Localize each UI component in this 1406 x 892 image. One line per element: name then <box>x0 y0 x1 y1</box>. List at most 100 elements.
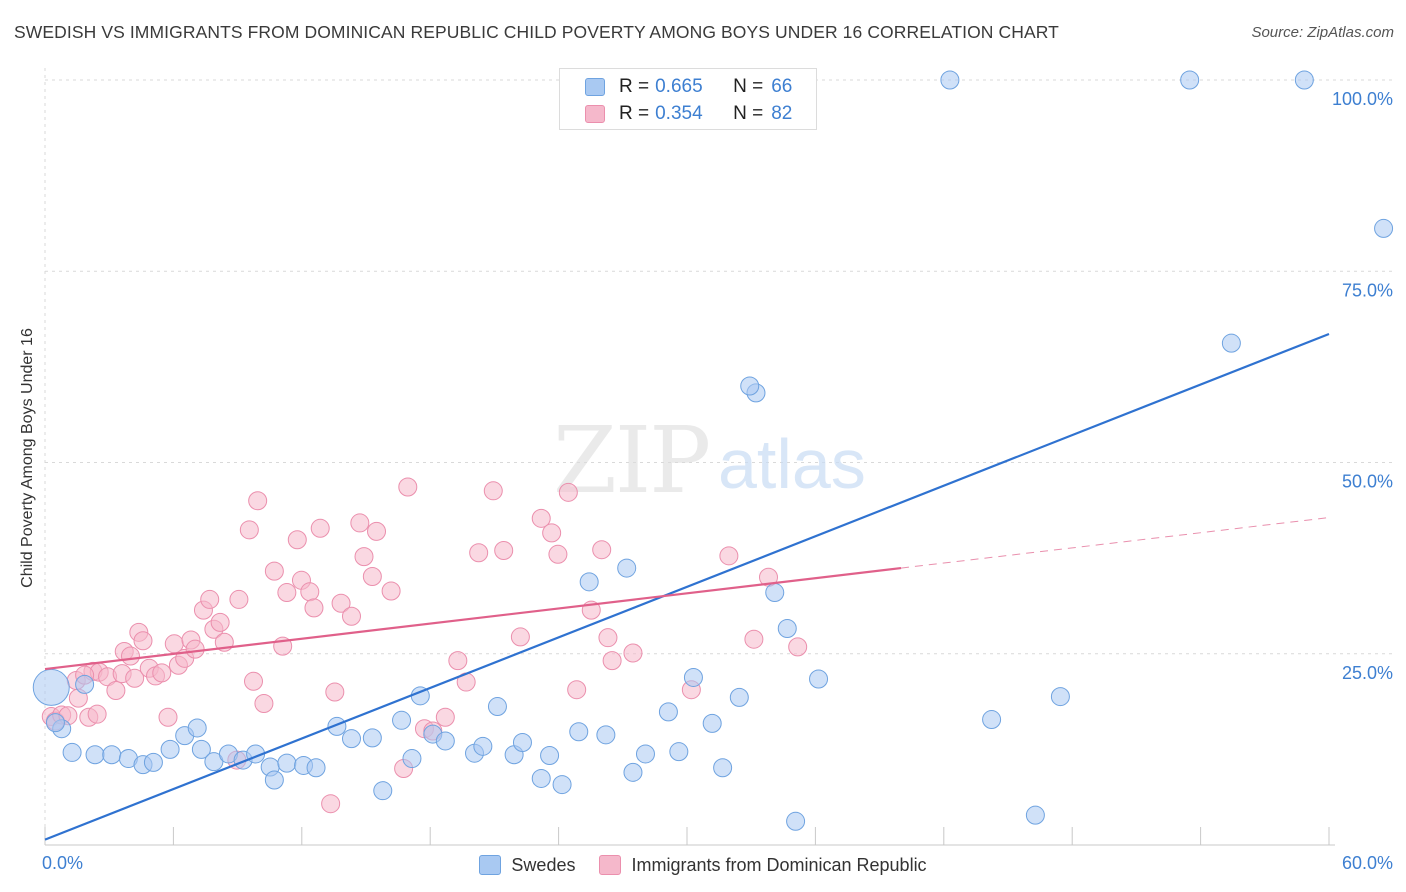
series-label-dominican: Immigrants from Dominican Republic <box>631 854 927 875</box>
dominican-point <box>598 628 618 648</box>
swedes-point <box>473 736 493 756</box>
swedes-point <box>579 572 599 592</box>
watermark: ZIP atlas <box>553 407 866 514</box>
series-legend: Swedes Immigrants from Dominican Republi… <box>0 852 1406 878</box>
swedes-point <box>160 739 180 759</box>
legend-n-label: N = <box>733 76 764 97</box>
swedes-point <box>85 745 105 765</box>
swedes-point <box>264 770 284 790</box>
dominican-point <box>567 680 587 700</box>
swedes-point <box>62 742 82 762</box>
dominican-point <box>210 612 230 632</box>
series-label-swedes: Swedes <box>511 854 576 875</box>
swedes-point <box>191 739 211 759</box>
legend-row-swedes: R = 0.665 N = 66 <box>560 74 792 100</box>
y-tick-label: 75.0% <box>1342 280 1393 300</box>
swedes-point <box>143 752 163 772</box>
trend-lines <box>44 332 1330 841</box>
dominican-point <box>152 663 172 683</box>
watermark-zip: ZIP <box>553 407 709 514</box>
swedes-point <box>635 744 655 764</box>
dominican-point <box>264 561 284 581</box>
dominican-point <box>254 693 274 713</box>
dominican-points <box>41 477 808 814</box>
source-label: Source: ZipAtlas.com <box>1251 24 1394 41</box>
series-legend-dominican[interactable]: Immigrants from Dominican Republic <box>599 854 927 876</box>
swedes-point <box>1221 333 1241 353</box>
swedes-point <box>1180 70 1200 90</box>
y-tick-label: 50.0% <box>1342 472 1393 492</box>
swedes-point <box>702 713 722 733</box>
legend-row-dominican: R = 0.354 N = 82 <box>560 101 792 127</box>
swedes-point <box>569 722 589 742</box>
dominican-point <box>531 508 551 528</box>
swedes-point <box>1050 687 1070 707</box>
legend-r-label: R = <box>619 103 650 124</box>
dominican-point <box>483 481 503 501</box>
correlation-legend: R = 0.665 N = 66 R = 0.354 N = 82 <box>559 68 817 130</box>
dominican-trend-line <box>44 566 902 671</box>
dominican-point <box>321 794 341 814</box>
dominican-point <box>244 671 264 691</box>
dominican-point <box>239 520 259 540</box>
swedes-point <box>531 768 551 788</box>
dominican-point <box>106 680 126 700</box>
dominican-point <box>469 543 489 563</box>
series-legend-swedes[interactable]: Swedes <box>479 855 575 876</box>
swedes-point <box>373 781 393 801</box>
dominican-point <box>300 582 320 602</box>
dominican-point <box>367 521 387 541</box>
swedes-point <box>729 687 749 707</box>
swedes-point <box>392 710 412 730</box>
legend-swatch-swedes <box>585 78 605 96</box>
dominican-point <box>354 547 374 567</box>
watermark-atlas: atlas <box>718 425 866 503</box>
dominican-point <box>448 651 468 671</box>
dominican-point <box>158 707 178 727</box>
dominican-point <box>287 530 307 550</box>
swedes-point <box>362 728 382 748</box>
legend-n-label: N = <box>733 103 764 124</box>
dominican-point <box>304 598 324 618</box>
swedes-point <box>277 753 297 773</box>
swedes-point <box>669 742 689 762</box>
y-tick-label: 100.0% <box>1332 89 1393 109</box>
swedes-point <box>187 718 207 738</box>
legend-r-value: 0.354 <box>655 103 703 124</box>
dominican-point <box>602 651 622 671</box>
swedes-point <box>75 674 95 694</box>
dominican-point <box>719 546 739 566</box>
swedes-point <box>596 725 616 745</box>
dominican-point <box>120 646 140 666</box>
swedes-point <box>540 745 560 765</box>
swedes-point <box>940 70 960 90</box>
dominican-trend-extension <box>900 517 1330 569</box>
legend-n-value: 82 <box>771 103 793 124</box>
dominican-point <box>623 643 643 663</box>
dominican-point <box>310 518 330 538</box>
swedes-point <box>617 558 637 578</box>
dominican-point <box>200 589 220 609</box>
swedes-point <box>1374 218 1394 238</box>
dominican-point <box>133 631 153 651</box>
swedes-point <box>623 762 643 782</box>
dominican-point <box>548 544 568 564</box>
legend-n-value: 66 <box>771 76 793 97</box>
swedes-point <box>45 713 65 733</box>
dominican-point <box>558 482 578 502</box>
dominican-point <box>325 682 345 702</box>
swedes-point <box>306 758 326 778</box>
swedes-point <box>809 669 829 689</box>
dominican-point <box>435 707 455 727</box>
x-tick-label: 0.0% <box>42 853 83 873</box>
dominican-point <box>350 513 370 533</box>
swedes-point <box>765 583 785 603</box>
swedes-point <box>658 702 678 722</box>
swedes-points <box>32 70 1394 831</box>
swedes-point <box>786 811 806 831</box>
dominican-point <box>510 627 530 647</box>
swedes-point <box>713 758 733 778</box>
tick-labels: 25.0% 50.0% 75.0% 100.0% 0.0% 60.0% <box>42 89 1393 873</box>
dominican-point <box>331 593 351 613</box>
